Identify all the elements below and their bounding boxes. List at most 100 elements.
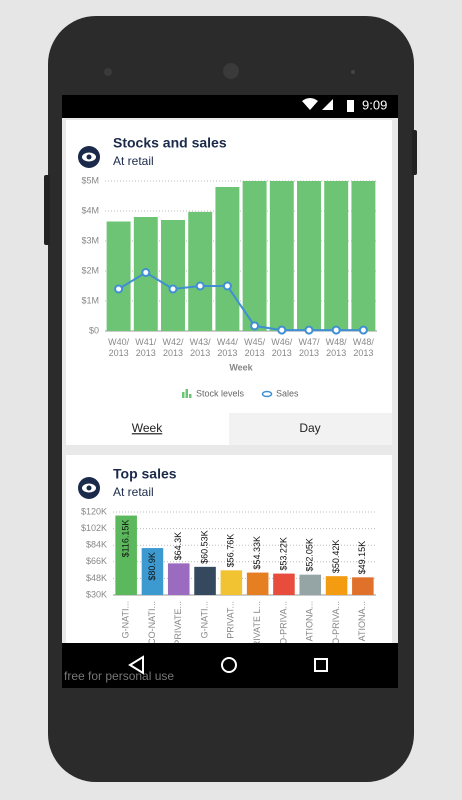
data-label: $60.53K	[199, 530, 209, 564]
bar	[273, 573, 295, 595]
card-title: Stocks and sales	[113, 135, 227, 151]
line-point	[277, 325, 287, 335]
y-tick-label: $4M	[81, 205, 99, 215]
x-tick-label: W47/ 2013	[298, 337, 320, 358]
x-tick-label: ATIONA...	[305, 601, 315, 641]
y-tick-label: $66K	[86, 556, 107, 566]
tab[interactable]: Week	[132, 421, 163, 435]
tab[interactable]: Day	[299, 421, 320, 435]
x-tick-label: W46/ 2013	[271, 337, 293, 358]
bar	[215, 187, 240, 331]
x-tick-label: W48/ 2013	[352, 337, 374, 358]
side-button	[44, 175, 50, 245]
line-point	[304, 325, 314, 335]
x-tick-label: PRIVATE L...	[252, 601, 262, 653]
data-label: $80.9K	[147, 552, 157, 581]
line-point	[250, 321, 260, 331]
bar	[106, 221, 131, 331]
x-tick-label: W44/ 2013	[216, 337, 238, 358]
x-tick-label: W48/ 2013	[325, 337, 347, 358]
y-tick-label: $48K	[86, 573, 107, 583]
recents-button[interactable]	[314, 658, 328, 672]
y-tick-label: $84K	[86, 540, 107, 550]
bar	[351, 181, 376, 331]
x-tick-label: O-PRIVA...	[278, 601, 288, 645]
x-tick-label: O-PRIVA...	[331, 601, 341, 645]
card-title: Top sales	[113, 466, 177, 482]
data-label: $53.22K	[278, 537, 288, 571]
x-tick-label: G-NATI...	[121, 601, 131, 638]
line-point	[141, 268, 151, 277]
line-point	[168, 284, 178, 294]
x-tick-label: PRIVAT...	[226, 601, 236, 639]
eye-icon	[78, 146, 100, 168]
sensor	[351, 70, 355, 74]
bar	[324, 181, 349, 331]
signal-icon	[322, 99, 333, 110]
bar	[352, 577, 374, 595]
eye-icon	[78, 477, 100, 499]
bar	[141, 548, 164, 595]
data-label: $64.3K	[173, 532, 183, 561]
line	[118, 271, 364, 332]
line-point	[331, 325, 341, 335]
speaker	[223, 63, 239, 79]
card-subtitle: At retail	[113, 154, 154, 168]
bar	[161, 220, 185, 331]
bar	[194, 566, 216, 595]
x-tick-label: W41/ 2013	[135, 337, 157, 358]
back-button[interactable]	[128, 655, 144, 675]
battery-icon	[347, 100, 354, 112]
nav-bar	[62, 643, 398, 688]
legend-label: Sales	[276, 388, 299, 398]
bar	[220, 570, 243, 595]
x-tick-label: CO-NATI...	[147, 601, 157, 645]
data-label: $116.15K	[121, 520, 131, 558]
home-button[interactable]	[221, 657, 237, 673]
bar	[115, 515, 137, 595]
x-tick-label: ATIONA...	[357, 601, 367, 641]
data-label: $54.33K	[252, 536, 262, 570]
x-tick-label: PRIVATE...	[173, 601, 183, 646]
line-point	[114, 284, 124, 294]
legend-icon	[261, 390, 273, 398]
data-label: $49.15K	[357, 541, 367, 575]
y-tick-label: $102K	[81, 523, 107, 533]
y-tick-label: $1M	[81, 295, 99, 305]
y-tick-label: $30K	[86, 589, 107, 599]
line-point	[222, 281, 232, 291]
bar	[299, 574, 322, 595]
legend-icon	[189, 394, 192, 398]
data-label: $50.42K	[331, 540, 341, 574]
side-button	[412, 130, 417, 175]
bar	[269, 181, 294, 331]
charts: $0 $1M $2M $3M $4M $5M Stock levels Sales $30K $4…	[81, 175, 377, 653]
x-tick-label: W43/ 2013	[189, 337, 211, 358]
y-tick-label: $5M	[81, 175, 99, 185]
x-axis-label: Week	[229, 362, 253, 372]
status-time: 9:09	[362, 97, 387, 112]
y-tick-label: $3M	[81, 235, 99, 245]
wifi-icon	[302, 98, 318, 110]
bar	[167, 563, 190, 595]
bar	[325, 576, 348, 595]
x-tick-label: G-NATI...	[199, 601, 209, 638]
x-tick-label: W45/ 2013	[244, 337, 266, 358]
legend-icon	[185, 389, 188, 398]
y-tick-label: $0	[89, 325, 99, 335]
x-tick-label: W42/ 2013	[162, 337, 184, 358]
bar	[246, 572, 269, 595]
data-label: $52.05K	[305, 538, 315, 572]
y-tick-label: $120K	[81, 506, 107, 516]
data-label: $56.76K	[226, 534, 236, 568]
tab-bg	[229, 413, 392, 445]
camera	[104, 68, 112, 76]
bar	[242, 181, 267, 331]
line-point	[195, 281, 205, 291]
x-tick-label: W40/ 2013	[108, 337, 130, 358]
legend-label: Stock levels	[196, 388, 245, 398]
card-subtitle: At retail	[113, 485, 154, 499]
legend-icon	[182, 392, 185, 398]
